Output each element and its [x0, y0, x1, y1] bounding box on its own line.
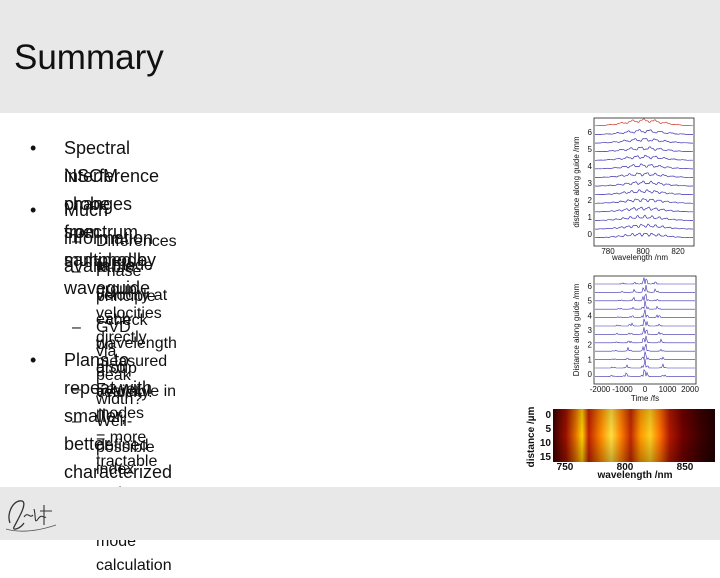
y-tick-label: 5 — [588, 297, 593, 306]
spectrum-trace — [595, 154, 693, 161]
spectra-y-ticks: 6 5 4 3 2 1 0 — [588, 128, 593, 239]
time-trace — [595, 327, 695, 335]
y-tick-label: 15 — [540, 452, 552, 463]
time-trace — [595, 277, 695, 285]
time-traces — [595, 277, 695, 378]
y-tick-label: 0 — [588, 370, 593, 379]
time-trace — [595, 343, 695, 352]
time-trace — [595, 359, 695, 369]
x-tick-label: 780 — [601, 247, 615, 256]
spectrum-trace — [595, 214, 694, 221]
spectrum-trace — [595, 198, 693, 204]
footer-band — [0, 487, 720, 540]
x-tick-label: 0 — [643, 385, 648, 394]
bullet-1-cont: NSOM probe from multimode waveguide — [64, 166, 151, 298]
spectra-x-label: wavelength /nm — [611, 253, 668, 262]
spectrum-trace — [595, 180, 693, 187]
time-x-ticks: -2000 -1000 0 1000 2000 — [590, 385, 700, 394]
page-title: Summary — [14, 38, 164, 77]
time-figure: 6 5 4 3 2 1 0 -2000 -1000 0 1000 2000 Time /fs Dis… — [572, 275, 700, 403]
spectrum-trace — [595, 232, 693, 239]
time-trace — [595, 300, 695, 310]
dash-icon: – — [72, 381, 81, 398]
y-tick-label: 0 — [588, 230, 593, 239]
x-tick-label: 1000 — [659, 385, 677, 394]
x-tick-label: -1000 — [612, 385, 633, 394]
time-plot-frame — [593, 275, 697, 385]
sub-bullet-cont: possible — [96, 439, 155, 456]
heatmap-y-label: distance /µm — [526, 407, 537, 468]
y-tick-label: 6 — [588, 128, 593, 137]
heatmap-x-label: wavelength /nm — [596, 470, 672, 481]
y-tick-label: 10 — [540, 438, 552, 449]
time-trace — [595, 335, 695, 344]
spectrum-trace — [595, 129, 693, 135]
y-tick-label: 1 — [588, 213, 593, 222]
x-tick-label: 750 — [557, 462, 574, 473]
y-tick-label: 3 — [588, 179, 593, 188]
spectrum-trace — [594, 118, 694, 127]
dash-icon: – — [72, 233, 81, 250]
bullet-dot-icon: • — [30, 138, 37, 158]
heatmap-figure: 0 5 10 15 750 800 850 wavelength /nm distance… — [526, 407, 715, 481]
y-tick-label: 4 — [588, 311, 593, 320]
time-trace — [595, 309, 695, 319]
y-tick-label: 5 — [588, 145, 593, 154]
y-tick-label: 6 — [588, 282, 593, 291]
sub-bullet-cont: principle - check on group velocity. — [96, 288, 156, 401]
bullet-dot-icon: • — [30, 200, 37, 220]
y-tick-label: 4 — [588, 162, 593, 171]
spectrum-trace — [594, 137, 693, 144]
time-y-ticks: 6 5 4 3 2 1 0 — [588, 282, 593, 379]
sub-bullet-text: Phase velocity at each wavelength also a… — [96, 263, 177, 400]
spectra-y-label: distance along guide /mm — [572, 136, 581, 228]
bullet-1-text: Spectral interference changes spectrum s… — [64, 138, 160, 270]
spectrum-trace — [595, 206, 693, 213]
y-tick-label: 1 — [588, 355, 593, 364]
time-trace — [595, 318, 695, 327]
dash-icon: – — [72, 263, 81, 280]
title-bar — [0, 0, 720, 113]
dash-icon: – — [72, 413, 81, 430]
spectrum-trace — [595, 223, 694, 230]
time-trace — [595, 284, 695, 293]
y-tick-label: 5 — [545, 424, 551, 435]
light-logo — [5, 500, 57, 532]
time-trace — [595, 369, 695, 378]
x-tick-label: 800 — [617, 462, 634, 473]
sub-bullet-text: Fewer modes = more tractable — [96, 381, 158, 470]
heatmap-shade — [553, 409, 715, 462]
x-tick-label: 820 — [671, 247, 685, 256]
time-trace — [595, 351, 695, 361]
y-tick-label: 3 — [588, 326, 593, 335]
bullet-2-text: Much information available — [64, 200, 154, 276]
time-trace — [595, 293, 695, 302]
x-tick-label: 2000 — [681, 385, 699, 394]
spectrum-trace — [595, 172, 694, 178]
y-tick-label: 2 — [588, 341, 593, 350]
spectra-x-ticks: 780 800 820 — [601, 247, 685, 256]
time-x-label: Time /fs — [631, 394, 659, 403]
y-tick-label: 2 — [588, 196, 593, 205]
spectrum-trace — [595, 189, 693, 196]
sub-bullet-text: GVD via peak width? — [96, 319, 143, 408]
sub-bullet-text: Differences in mode group velocities dir… — [96, 233, 177, 370]
spectra-figure: 6 5 4 3 2 1 0 780 800 820 wavelength /nm distanc… — [572, 117, 695, 262]
time-y-label: Distance along guide /mm — [572, 283, 581, 376]
y-tick-label: 0 — [545, 410, 551, 421]
spectra-traces — [594, 118, 694, 239]
x-tick-label: 800 — [636, 247, 650, 256]
heatmap-y-ticks: 0 5 10 15 — [540, 410, 552, 463]
bullet-dot-icon: • — [30, 350, 37, 370]
spectrum-trace — [595, 146, 693, 153]
x-tick-label: 850 — [677, 462, 694, 473]
dash-icon: – — [72, 319, 81, 336]
spectrum-trace — [594, 163, 694, 170]
x-tick-label: -2000 — [590, 385, 611, 394]
heatmap-x-ticks: 750 800 850 — [557, 462, 694, 473]
